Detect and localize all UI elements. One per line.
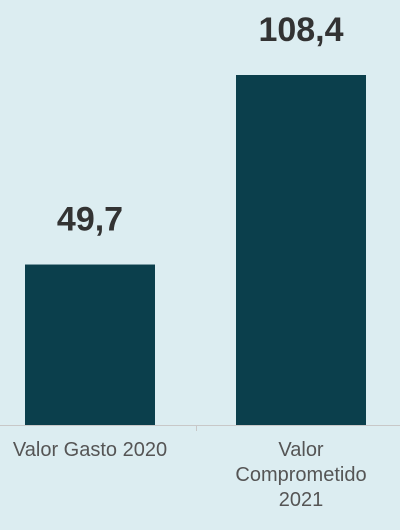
bar — [236, 75, 366, 425]
value-label: 108,4 — [258, 11, 343, 49]
x-tick-label: Valor Comprometido 2021 — [235, 439, 367, 511]
bar — [25, 264, 155, 425]
x-tick-label: Valor Gasto 2020 — [12, 439, 168, 461]
value-label: 49,7 — [57, 201, 123, 239]
